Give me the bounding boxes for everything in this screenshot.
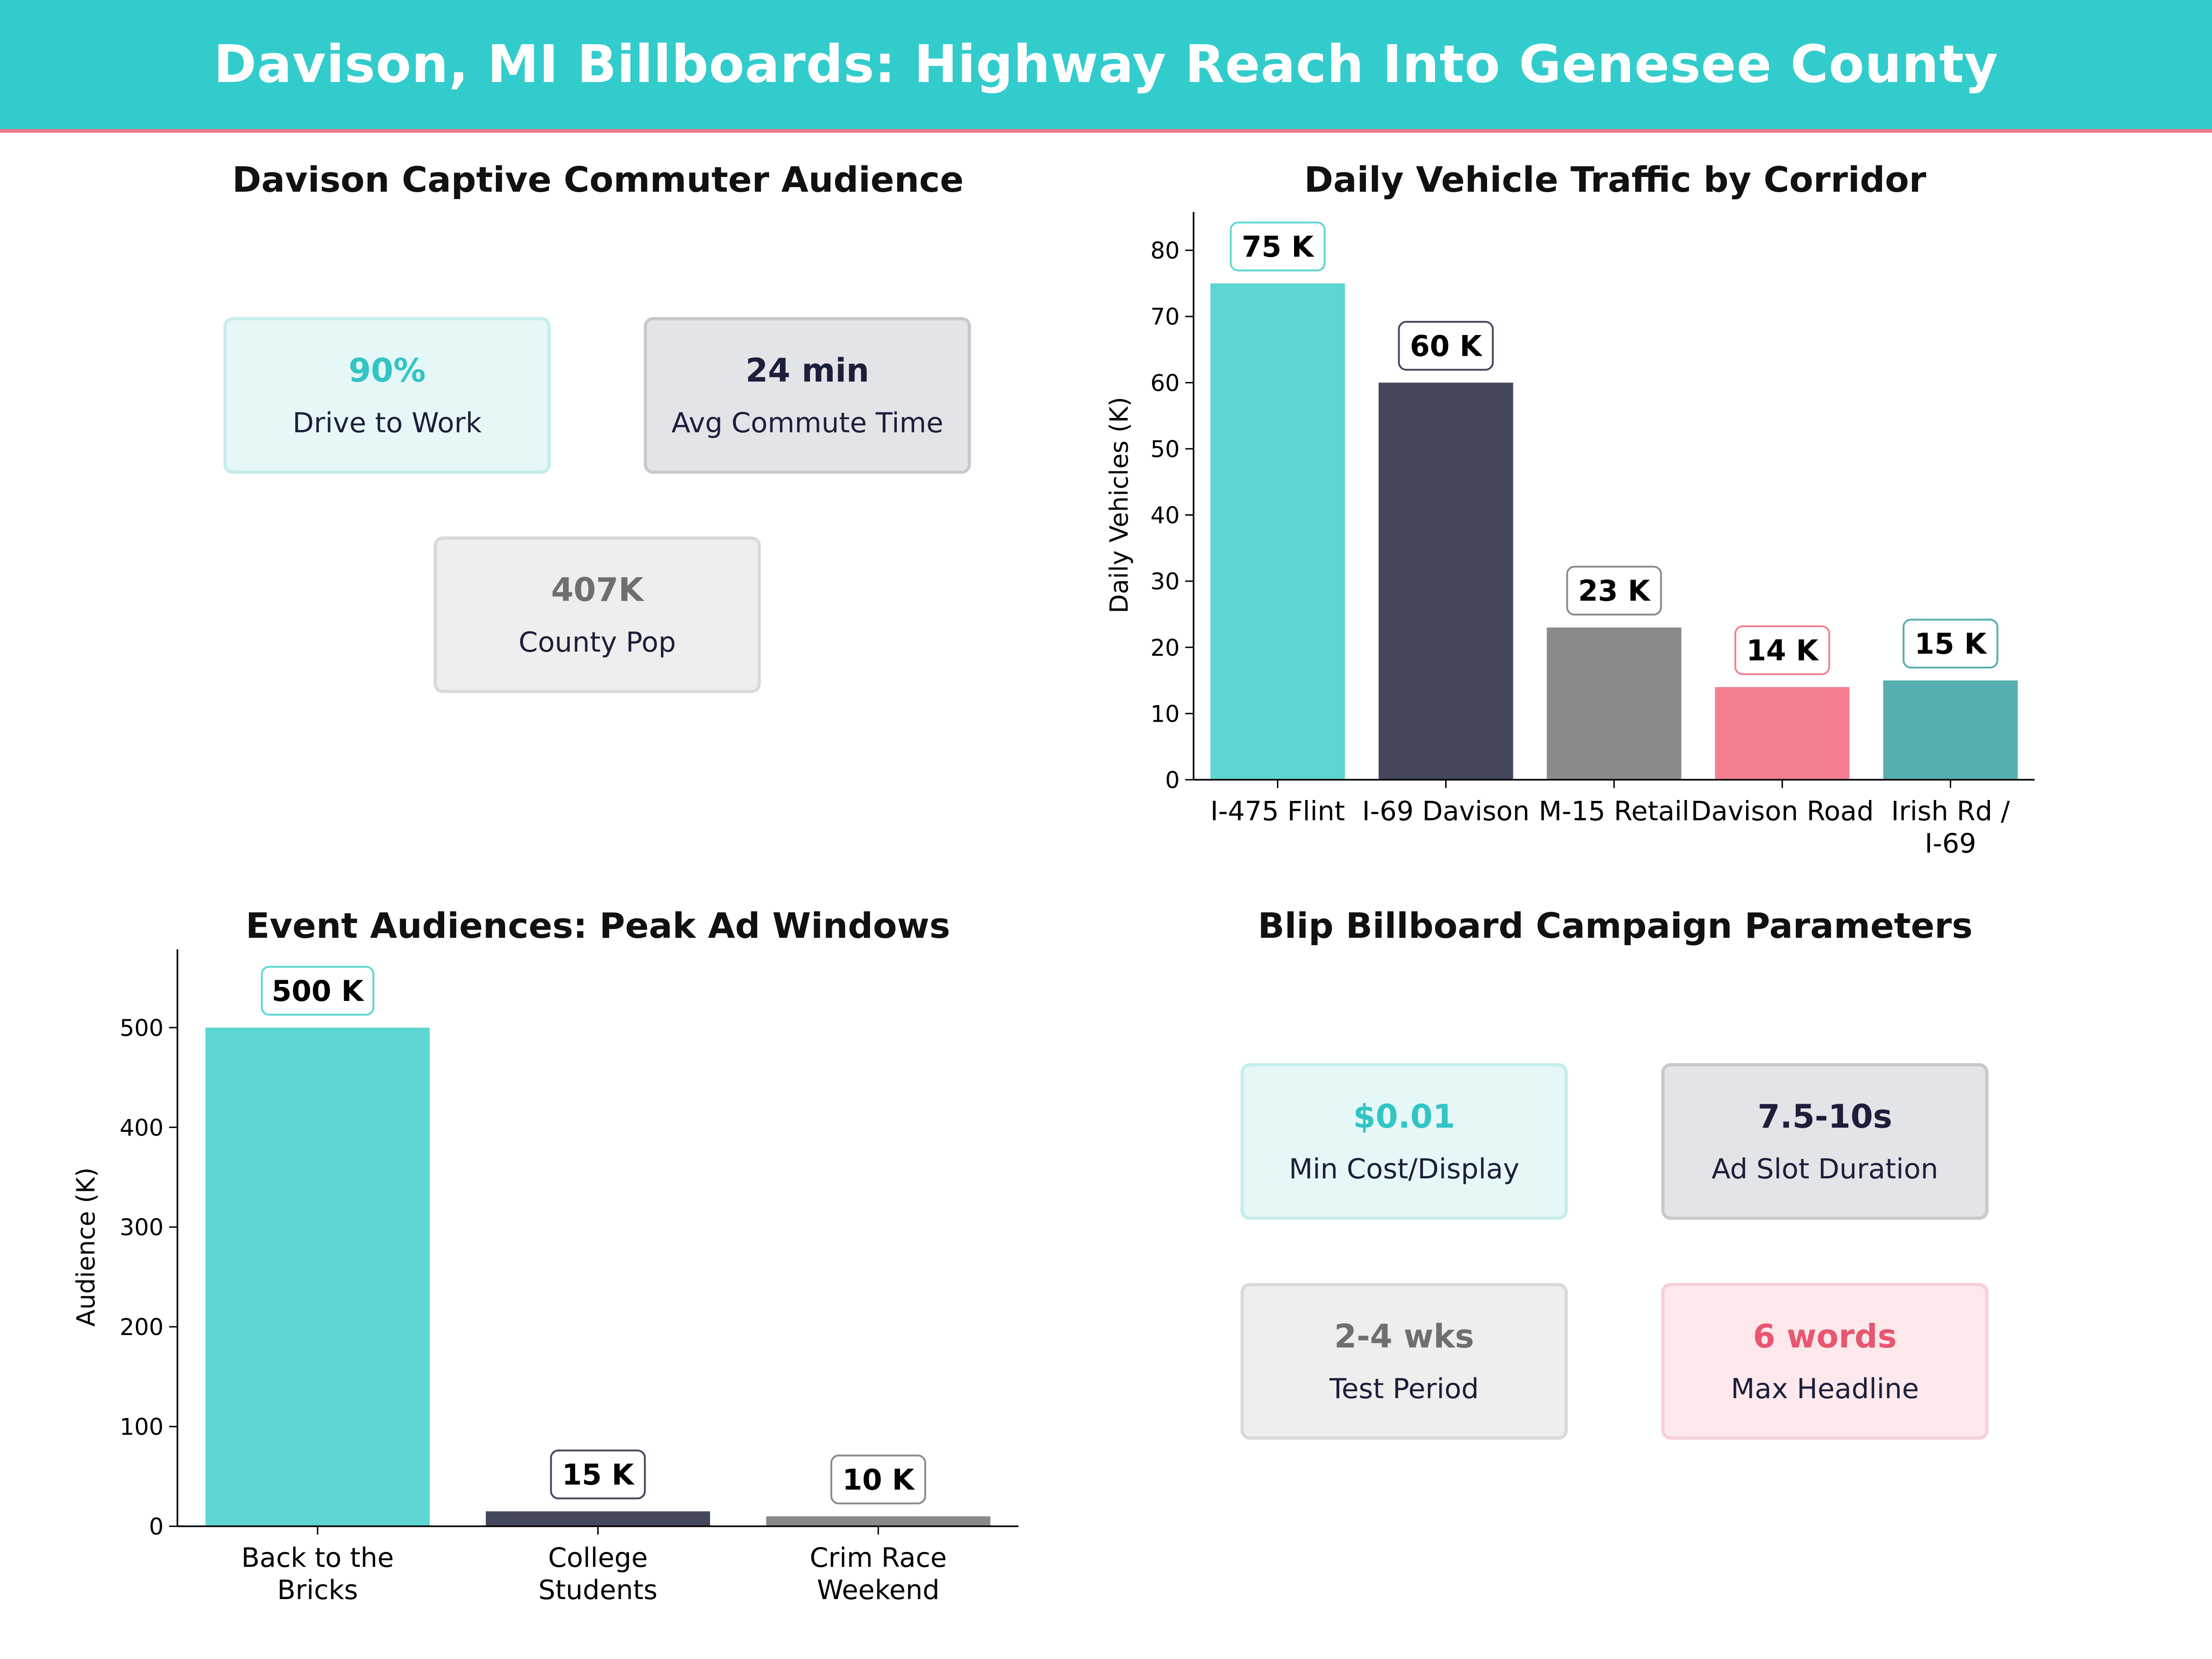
x-tick-label: Back to the Bricks [241, 1542, 394, 1606]
y-tick-label: 0 [149, 1513, 164, 1540]
x-tick-label-line: I-69 [1925, 828, 1977, 859]
x-tick-label-line: Weekend [817, 1574, 940, 1606]
y-tick-label: 80 [1150, 237, 1180, 264]
kpi-label: Ad Slot Duration [1712, 1153, 1938, 1185]
x-tick-label-line: Bricks [277, 1574, 358, 1606]
data-label-box [1902, 618, 1999, 669]
data-label-box [830, 1454, 926, 1505]
x-tick-label: Davison Road [1691, 795, 1874, 827]
y-tick-label: 400 [120, 1114, 164, 1141]
kpi-value: 90% [348, 352, 426, 389]
kpi-label: Avg Commute Time [671, 407, 944, 439]
kpi-value: 7.5-10s [1757, 1098, 1893, 1135]
kpi-label: Test Period [1329, 1373, 1479, 1405]
bar [766, 1516, 991, 1526]
y-axis-label: Daily Vehicles (K) [1105, 397, 1134, 613]
kpi-card-county-pop: 407K County Pop [434, 536, 761, 693]
kpi-label: Max Headline [1730, 1373, 1919, 1405]
data-label: 60 K [1410, 329, 1483, 363]
bar [205, 1027, 430, 1526]
x-tick-label-line: College [548, 1542, 647, 1573]
y-axis-label: Audience (K) [71, 1167, 100, 1327]
x-tick-label: I-69 Davison [1362, 795, 1530, 827]
x-tick-label-line: Back to the [241, 1542, 394, 1573]
bar [1378, 382, 1513, 780]
data-label: 23 K [1578, 574, 1651, 608]
bar [1715, 687, 1850, 780]
data-label: 75 K [1242, 230, 1315, 264]
x-tick-label: Crim Race Weekend [810, 1542, 947, 1606]
x-tick-label: College Students [538, 1542, 658, 1606]
events-chart-title: Event Audiences: Peak Ad Windows [246, 905, 950, 946]
y-tick-label: 50 [1150, 436, 1180, 463]
y-tick-label: 200 [120, 1314, 164, 1341]
y-tick-label: 30 [1150, 568, 1180, 595]
kpi-card-avg-commute: 24 min Avg Commute Time [644, 317, 971, 474]
data-label: 15 K [1915, 627, 1988, 661]
x-tick-label-line: I-69 Davison [1362, 795, 1530, 827]
kpi-card-min-cost: $0.01 Min Cost/Display [1241, 1063, 1568, 1220]
x-tick-label: I-475 Flint [1210, 795, 1345, 827]
bar [486, 1511, 710, 1526]
bar [1883, 680, 2018, 780]
y-tick-label: 20 [1150, 635, 1180, 661]
kpi-label: Drive to Work [292, 407, 482, 439]
x-tick-label-line: Students [538, 1574, 658, 1606]
x-tick-label-line: Irish Rd / [1891, 795, 2010, 827]
data-label-box [1734, 625, 1830, 675]
data-label: 500 K [272, 974, 365, 1008]
data-label: 14 K [1747, 634, 1819, 667]
y-tick-label: 300 [120, 1214, 164, 1241]
kpi-card-test-period: 2-4 wks Test Period [1241, 1283, 1568, 1440]
y-tick-label: 500 [120, 1015, 164, 1041]
x-tick-label: M-15 Retail [1539, 795, 1689, 827]
title-banner: Davison, MI Billboards: Highway Reach In… [0, 0, 2212, 133]
x-tick-label-line: M-15 Retail [1539, 795, 1689, 827]
page-title: Davison, MI Billboards: Highway Reach In… [213, 35, 1999, 94]
kpi-value: 24 min [745, 352, 870, 389]
data-label-box [1566, 565, 1662, 616]
campaign-panel-title: Blip Billboard Campaign Parameters [1258, 905, 1973, 946]
kpi-value: 6 words [1753, 1318, 1897, 1355]
data-label-box [550, 1449, 646, 1500]
x-tick-label-line: Crim Race [810, 1542, 947, 1573]
y-tick-label: 40 [1150, 502, 1180, 529]
data-label-box [1230, 221, 1326, 271]
data-label-box [261, 965, 375, 1016]
data-label: 10 K [842, 1463, 915, 1496]
bar [1210, 283, 1345, 780]
data-label: 15 K [562, 1458, 635, 1492]
kpi-card-ad-slot: 7.5-10s Ad Slot Duration [1661, 1063, 1988, 1220]
x-tick-label: Irish Rd / I-69 [1891, 795, 2010, 859]
y-tick-label: 0 [1165, 767, 1180, 794]
kpi-value: 2-4 wks [1334, 1318, 1474, 1355]
kpi-label: Min Cost/Display [1288, 1153, 1520, 1185]
x-tick-label-line: Davison Road [1691, 795, 1874, 827]
commuter-panel-title: Davison Captive Commuter Audience [232, 159, 964, 200]
y-tick-label: 60 [1150, 370, 1180, 396]
y-tick-label: 100 [120, 1414, 164, 1441]
kpi-value: $0.01 [1353, 1098, 1455, 1135]
y-tick-label: 10 [1150, 700, 1180, 727]
bar [1547, 627, 1682, 780]
kpi-card-max-headline: 6 words Max Headline [1661, 1283, 1988, 1440]
kpi-card-drive-to-work: 90% Drive to Work [224, 317, 551, 474]
kpi-label: County Pop [518, 626, 676, 659]
y-tick-label: 70 [1150, 304, 1180, 330]
x-tick-label-line: I-475 Flint [1210, 795, 1345, 827]
traffic-chart-title: Daily Vehicle Traffic by Corridor [1304, 159, 1926, 200]
kpi-value: 407K [551, 571, 644, 609]
data-label-box [1398, 321, 1494, 371]
